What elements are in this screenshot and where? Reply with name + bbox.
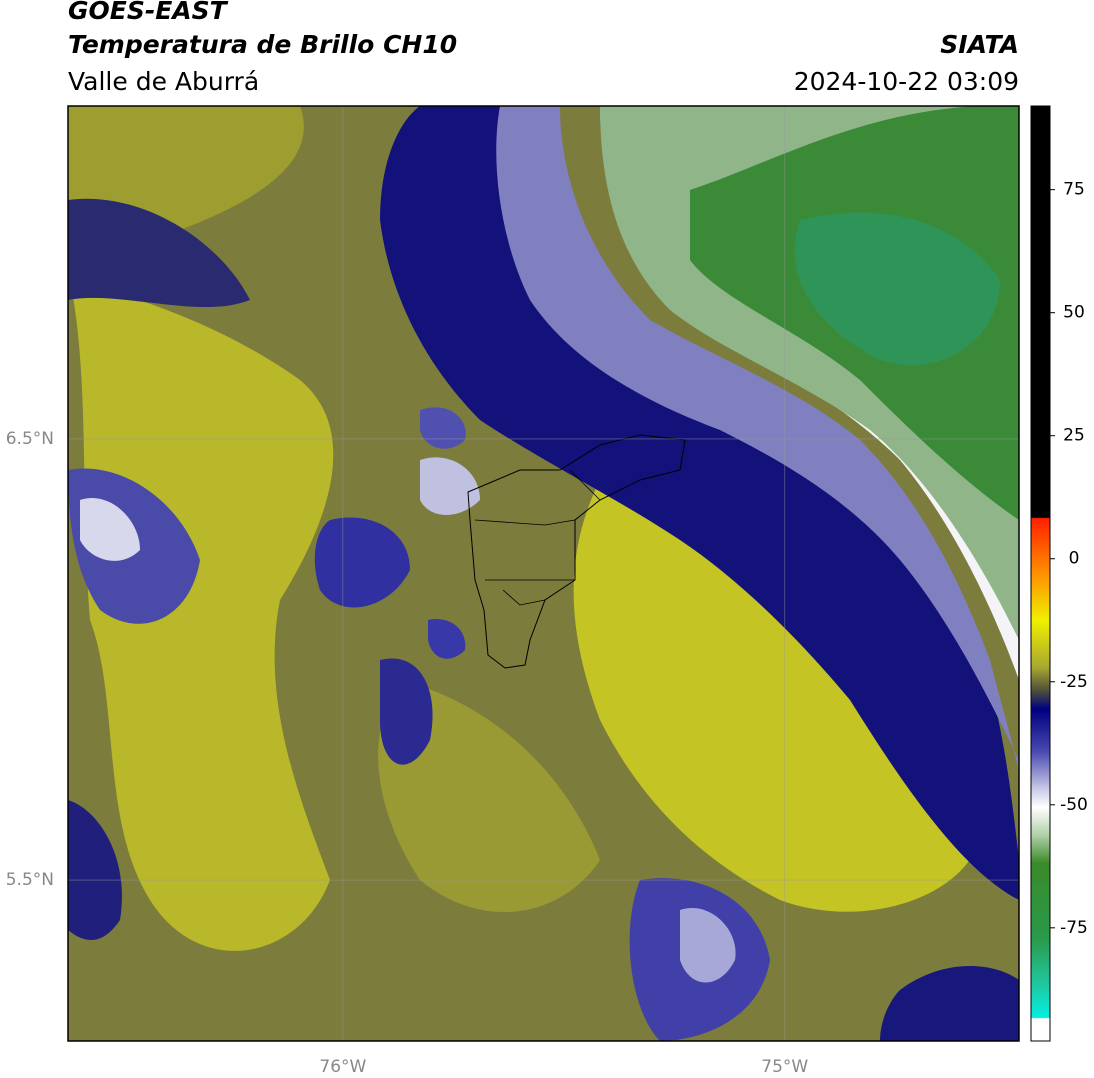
title: GOES-EAST	[68, 0, 229, 25]
lon-tick-label: 76°W	[319, 1057, 366, 1077]
colorbar-tick-label: 0	[1069, 549, 1080, 569]
colorbar-tick-label: -75	[1060, 918, 1088, 938]
lat-tick-label: 6.5°N	[6, 429, 54, 449]
lat-tick-label: 5.5°N	[6, 870, 54, 890]
colorbar-tick-label: 50	[1063, 303, 1085, 323]
region: Valle de Aburrá	[68, 67, 259, 96]
subtitle: Temperatura de Brillo CH10	[68, 30, 457, 59]
colorbar	[1030, 105, 1051, 1042]
colorbar-tick-label: 75	[1063, 180, 1085, 200]
source: SIATA	[940, 30, 1019, 59]
map-frame	[67, 105, 1020, 1042]
satellite-image	[68, 106, 1019, 1041]
colorbar-tick-label: -50	[1060, 795, 1088, 815]
lon-tick-label: 75°W	[761, 1057, 808, 1077]
colorbar-tick-label: -25	[1060, 672, 1088, 692]
datetime: 2024-10-22 03:09	[794, 67, 1019, 96]
colorbar-tick-label: 25	[1063, 426, 1085, 446]
